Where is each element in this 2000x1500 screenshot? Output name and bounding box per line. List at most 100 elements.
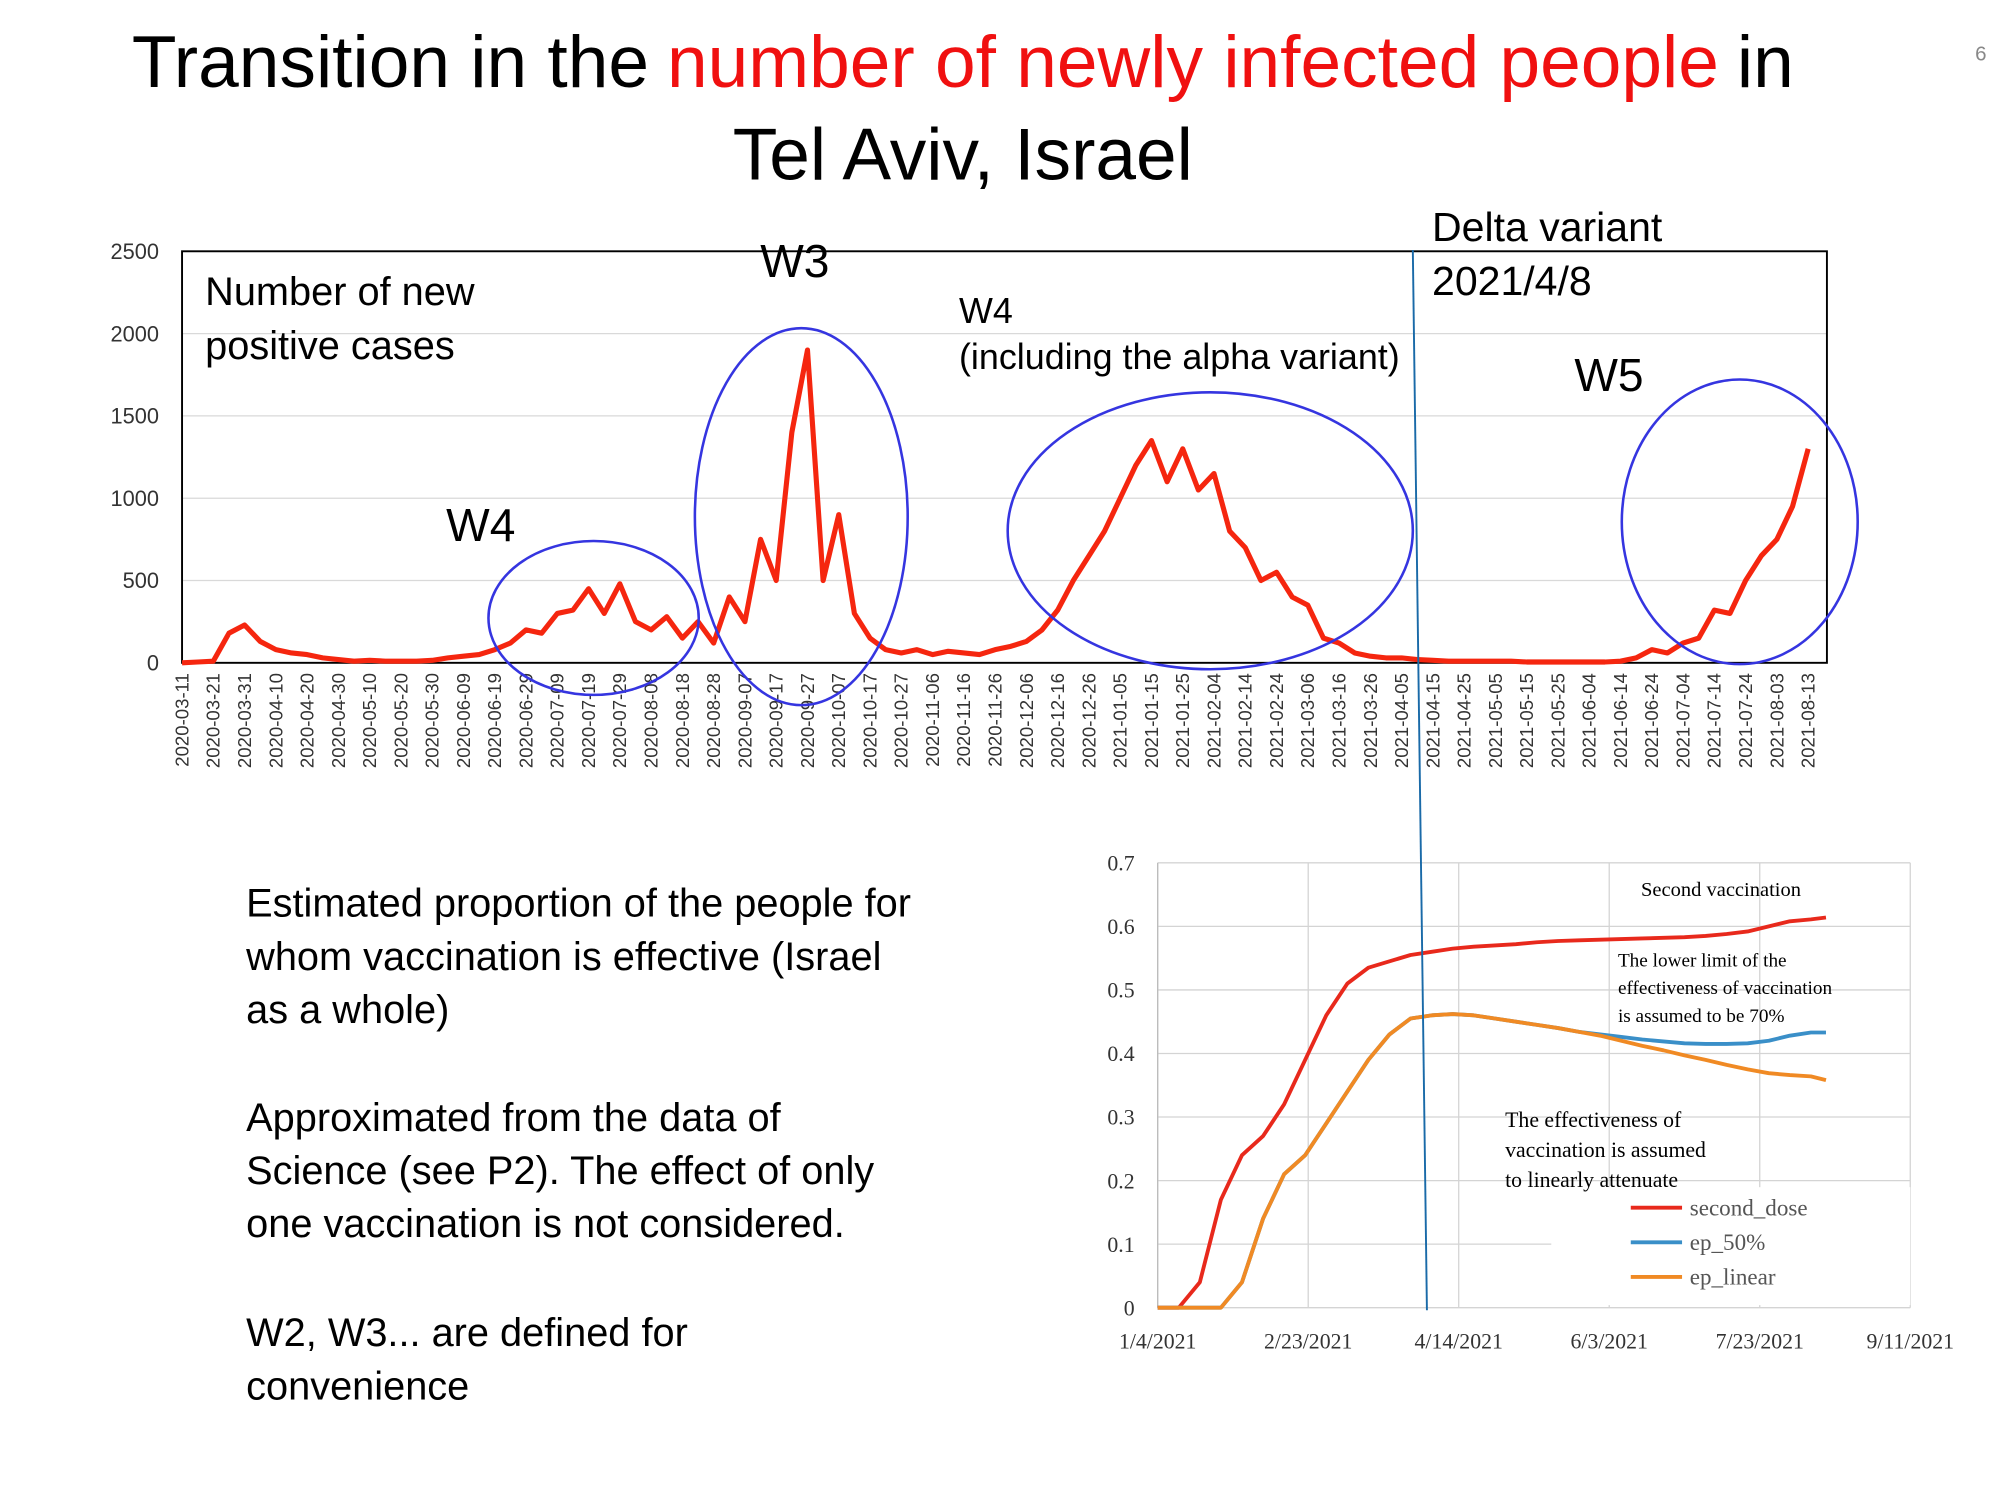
x-tick-label: 2020-07-19 [578,673,599,768]
x-tick-label: 2020-08-18 [672,673,693,768]
x-tick-label: 2021-05-05 [1485,673,1506,768]
legend-label: second_dose [1690,1194,1808,1220]
charts: 0 500 1000 1500 2000 2500 2020-03-11 2020-03-21… [111,204,1955,1354]
y-tick-label: 0.3 [1107,1106,1134,1130]
title: Transition in the number of newly infecte… [132,22,1794,103]
title-line: Tel Aviv, Israel [733,114,1193,195]
wave-circles [487,326,1859,707]
x-tick-label: 2020-05-20 [390,673,411,768]
x-tick-label: 2020-09-27 [797,673,818,768]
x-tick-label: 2020-09-07 [734,673,755,768]
x-tick-label: 2020-12-06 [1016,673,1037,768]
x-tick-label: 2020-10-27 [891,673,912,768]
x-tick-label: 2020-04-20 [297,673,318,768]
x-tick-label: 2020-04-10 [265,673,286,768]
annotation: (including the alpha variant) [959,337,1400,377]
annotation: W3 [760,235,829,287]
y-tick-label: 0.6 [1107,915,1134,939]
wave-ellipse [487,539,701,697]
x-tick-label: 2020-06-19 [484,673,505,768]
chart: 0 0.1 0.2 0.3 0.4 0.5 0.6 0.7 1/4/2021 2/23/2021 4… [1107,852,1954,1354]
annotation: The lower limit of the [1618,951,1787,972]
data-line [1157,915,1827,1310]
annotation: W4 [446,499,515,551]
legend-label: ep_50% [1690,1229,1766,1255]
legend-box [1551,1187,1911,1306]
page-number: 6 [1975,42,1986,65]
y-tick-label: 500 [123,568,159,593]
x-tick-label: 2021-07-14 [1704,673,1725,768]
x-tick-label: 2020-05-10 [359,673,380,768]
delta-marker-line [1411,249,1428,1311]
y-tick-label: 2000 [111,321,159,346]
note-line: as a whole) [246,988,449,1032]
x-tick-label: 2021-06-14 [1610,673,1631,768]
plot-frame [181,250,1828,664]
x-tick-label: 4/14/2021 [1415,1330,1503,1354]
x-tick-label: 2021-07-04 [1672,673,1693,768]
x-tick-label: 2020-08-28 [703,673,724,768]
x-tick-label: 2020-03-11 [171,673,192,767]
x-tick-label: 2020-06-09 [453,673,474,768]
x-tick-label: 2020-05-30 [422,673,443,768]
x-tick-label: 2020-07-29 [609,673,630,768]
y-tick-label: 1000 [111,486,159,511]
x-tick-label: 2/23/2021 [1264,1330,1352,1354]
annotation: positive cases [205,324,455,368]
x-tick-label: 2021-08-13 [1798,673,1819,768]
x-tick-label: 2021-02-14 [1235,673,1256,768]
x-tick-label: 2020-11-26 [985,673,1006,767]
note-line: Approximated from the data of [246,1096,781,1140]
x-tick-label: 2020-08-08 [641,673,662,768]
x-tick-label: 9/11/2021 [1866,1330,1954,1354]
y-tick-label: 0.4 [1107,1042,1134,1066]
annotation: effectiveness of vaccination [1618,978,1833,999]
x-tick-label: 2021-03-16 [1329,673,1350,768]
title-highlight: number of newly infected people [667,22,1719,103]
data-line [181,347,1811,666]
note-line: one vaccination is not considered. [246,1202,845,1246]
x-tick-label: 2021-01-25 [1172,673,1193,768]
x-tick-label: 2020-09-17 [766,673,787,768]
data-line [1157,1012,1827,1310]
x-tick-label: 2020-06-29 [515,673,536,768]
x-tick-label: 7/23/2021 [1716,1330,1804,1354]
title-part: Transition in the [132,22,649,103]
annotation: 2021/4/8 [1432,258,1592,304]
wave-ellipse [693,326,909,707]
x-tick-label: 2020-07-09 [547,673,568,768]
x-tick-label: 2021-06-24 [1641,673,1662,768]
annotation: vaccination is assumed [1505,1138,1706,1162]
y-tick-label: 0.5 [1107,979,1134,1003]
x-tick-label: 2021-04-25 [1454,673,1475,768]
x-tick-label: 2021-02-24 [1266,673,1287,768]
x-tick-label: 2020-12-26 [1078,673,1099,768]
note-line: Science (see P2). The effect of only [246,1149,874,1193]
y-tick-label: 1500 [111,404,159,429]
wave-ellipse [1620,378,1859,666]
x-tick-label: 2021-03-26 [1360,673,1381,768]
x-tick-label: 2020-04-30 [328,673,349,768]
y-tick-label: 0 [147,651,159,676]
x-tick-label: 2021-01-05 [1110,673,1131,768]
x-tick-label: 2021-04-15 [1422,673,1443,768]
chart: 0 500 1000 1500 2000 2500 2020-03-11 2020-03-21… [111,204,1828,768]
y-tick-label: 0.1 [1107,1233,1134,1257]
x-tick-label: 2021-01-15 [1141,673,1162,768]
x-tick-label: 2021-02-04 [1203,673,1224,768]
x-tick-label: 2020-03-21 [203,673,224,768]
annotation: W5 [1574,349,1643,401]
x-tick-label: 2020-11-06 [922,673,943,767]
annotation: Second vaccination [1641,879,1801,901]
note-line: convenience [246,1364,469,1408]
x-tick-label: 2021-03-06 [1297,673,1318,768]
annotation: W4 [959,291,1013,331]
y-tick-label: 0.2 [1107,1169,1134,1193]
x-tick-label: 2021-06-04 [1579,673,1600,768]
x-tick-label: 2021-04-05 [1391,673,1412,768]
x-tick-label: 2020-10-17 [859,673,880,768]
y-tick-label: 0 [1124,1296,1135,1320]
wave-ellipse [1006,391,1415,671]
legend-label: ep_linear [1690,1264,1776,1290]
